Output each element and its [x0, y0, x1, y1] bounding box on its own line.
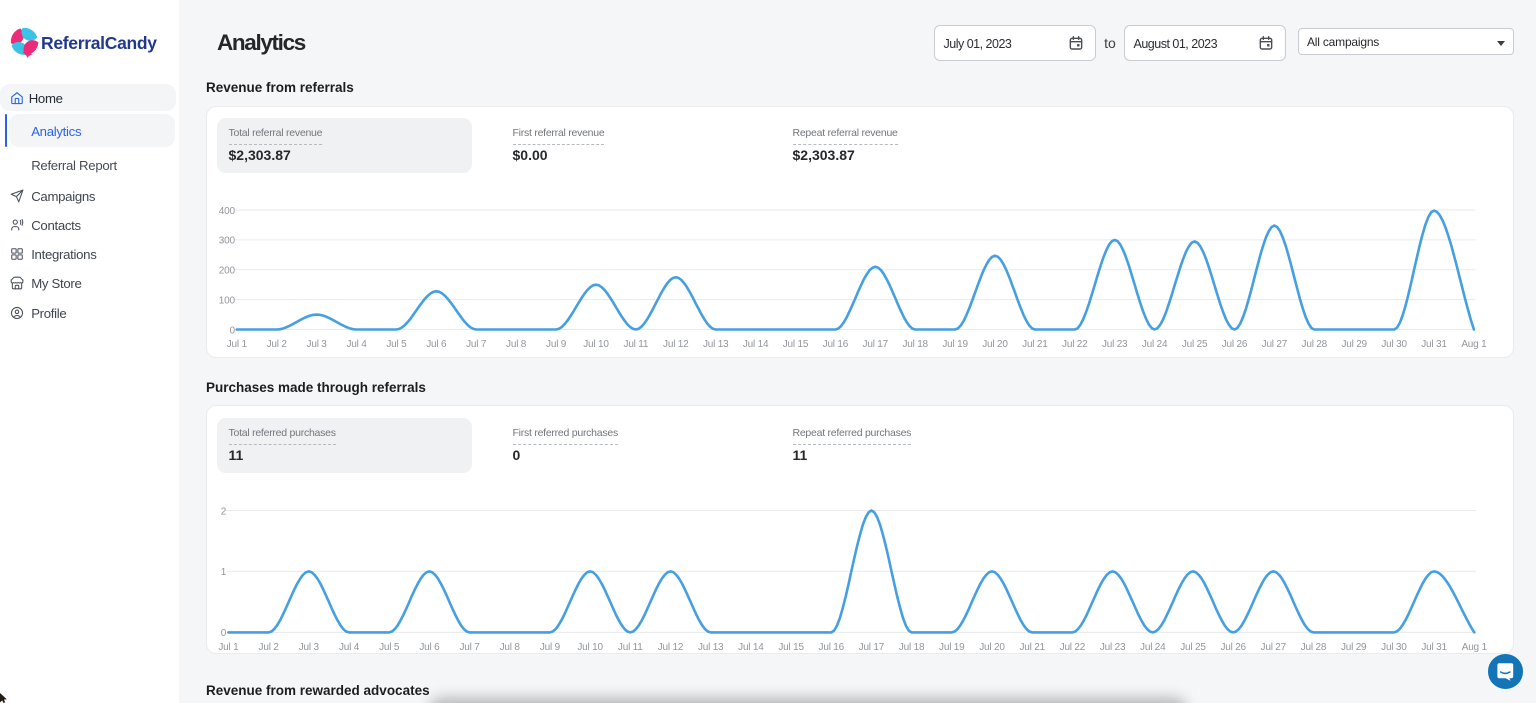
svg-text:Jul 25: Jul 25	[1182, 339, 1208, 350]
svg-text:Jul 3: Jul 3	[299, 642, 320, 653]
svg-text:Jul 11: Jul 11	[618, 642, 643, 653]
svg-text:Jul 14: Jul 14	[738, 642, 764, 653]
svg-text:Jul 2: Jul 2	[267, 339, 288, 350]
svg-text:Jul 27: Jul 27	[1262, 339, 1288, 350]
svg-text:Jul 27: Jul 27	[1261, 642, 1287, 653]
svg-text:Jul 3: Jul 3	[307, 339, 328, 350]
svg-text:Jul 17: Jul 17	[859, 642, 885, 653]
svg-text:Jul 15: Jul 15	[778, 642, 804, 653]
svg-text:Jul 12: Jul 12	[663, 339, 689, 350]
svg-text:Aug 1: Aug 1	[1462, 642, 1488, 653]
svg-text:Jul 30: Jul 30	[1381, 339, 1407, 350]
svg-text:Jul 29: Jul 29	[1341, 339, 1367, 350]
svg-text:1: 1	[221, 567, 227, 578]
svg-text:Jul 30: Jul 30	[1381, 642, 1407, 653]
svg-text:Jul 7: Jul 7	[466, 339, 487, 350]
svg-text:0: 0	[221, 628, 227, 639]
svg-text:Jul 21: Jul 21	[1022, 339, 1048, 350]
svg-text:Jul 19: Jul 19	[942, 339, 968, 350]
svg-text:300: 300	[219, 236, 236, 247]
svg-text:Jul 28: Jul 28	[1301, 642, 1327, 653]
svg-text:Jul 9: Jul 9	[546, 339, 567, 350]
svg-text:Jul 31: Jul 31	[1421, 339, 1447, 350]
svg-text:Jul 22: Jul 22	[1060, 642, 1086, 653]
svg-text:Aug 1: Aug 1	[1461, 339, 1487, 350]
svg-text:Jul 13: Jul 13	[698, 642, 724, 653]
svg-text:Jul 18: Jul 18	[899, 642, 925, 653]
svg-text:Jul 2: Jul 2	[259, 642, 280, 653]
svg-text:Jul 16: Jul 16	[823, 339, 849, 350]
svg-text:Jul 20: Jul 20	[979, 642, 1005, 653]
svg-text:400: 400	[219, 206, 236, 217]
svg-text:Jul 25: Jul 25	[1180, 642, 1206, 653]
svg-text:Jul 26: Jul 26	[1220, 642, 1246, 653]
svg-text:Jul 24: Jul 24	[1140, 642, 1166, 653]
svg-text:Jul 24: Jul 24	[1142, 339, 1168, 350]
svg-text:Jul 13: Jul 13	[703, 339, 729, 350]
svg-text:Jul 23: Jul 23	[1102, 339, 1128, 350]
svg-text:Jul 20: Jul 20	[982, 339, 1008, 350]
svg-text:Jul 15: Jul 15	[783, 339, 809, 350]
svg-text:Jul 28: Jul 28	[1302, 339, 1328, 350]
svg-text:Jul 11: Jul 11	[624, 339, 649, 350]
svg-text:Jul 8: Jul 8	[500, 642, 521, 653]
svg-text:Jul 9: Jul 9	[540, 642, 561, 653]
svg-text:Jul 6: Jul 6	[426, 339, 447, 350]
svg-text:Jul 26: Jul 26	[1222, 339, 1248, 350]
svg-text:Jul 4: Jul 4	[339, 642, 360, 653]
svg-text:Jul 1: Jul 1	[227, 339, 248, 350]
svg-text:Jul 31: Jul 31	[1421, 642, 1447, 653]
svg-text:Jul 5: Jul 5	[379, 642, 400, 653]
svg-text:Jul 10: Jul 10	[583, 339, 609, 350]
svg-text:Jul 5: Jul 5	[386, 339, 407, 350]
svg-text:Jul 7: Jul 7	[459, 642, 480, 653]
svg-text:Jul 4: Jul 4	[346, 339, 367, 350]
svg-text:Jul 29: Jul 29	[1341, 642, 1367, 653]
svg-text:Jul 23: Jul 23	[1100, 642, 1126, 653]
svg-text:Jul 19: Jul 19	[939, 642, 965, 653]
svg-text:100: 100	[219, 295, 236, 306]
svg-text:200: 200	[219, 266, 236, 277]
svg-text:0: 0	[230, 325, 236, 336]
svg-text:Jul 10: Jul 10	[577, 642, 603, 653]
svg-text:Jul 21: Jul 21	[1019, 642, 1045, 653]
svg-text:Jul 1: Jul 1	[218, 642, 239, 653]
svg-text:2: 2	[221, 506, 227, 517]
svg-text:Jul 12: Jul 12	[658, 642, 684, 653]
svg-text:Jul 6: Jul 6	[419, 642, 440, 653]
svg-text:Jul 16: Jul 16	[819, 642, 845, 653]
svg-text:Jul 22: Jul 22	[1062, 339, 1088, 350]
svg-text:Jul 17: Jul 17	[863, 339, 889, 350]
svg-text:Jul 8: Jul 8	[506, 339, 527, 350]
svg-text:Jul 18: Jul 18	[902, 339, 928, 350]
svg-text:Jul 14: Jul 14	[743, 339, 769, 350]
